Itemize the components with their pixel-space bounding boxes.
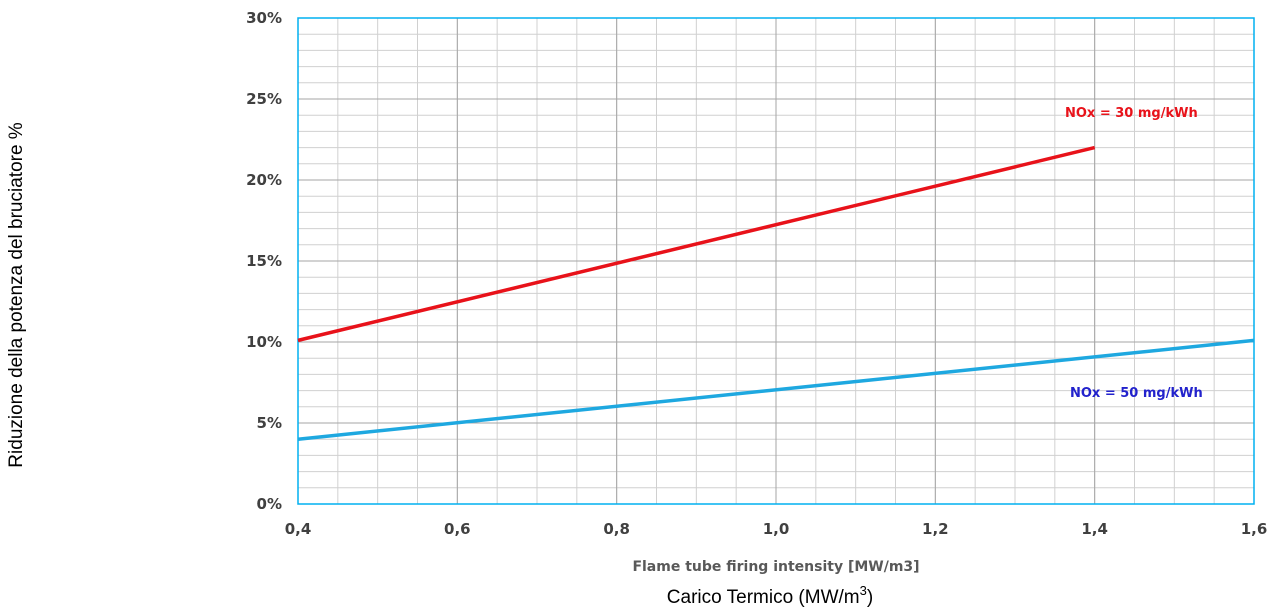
y-tick-label: 0%	[257, 495, 282, 513]
y-tick-label: 25%	[246, 90, 282, 108]
series-lines	[297, 145, 1255, 441]
series-labels: NOx = 30 mg/kWh NOx = 50 mg/kWh	[1065, 106, 1203, 401]
x-tick-label: 1,4	[1081, 520, 1108, 538]
y-tick-label: 5%	[257, 414, 282, 432]
x-tick-label: 0,6	[444, 520, 471, 538]
x-tick-label: 1,2	[922, 520, 949, 538]
series-label: NOx = 30 mg/kWh	[1065, 106, 1198, 121]
x-axis-label-secondary: Carico Termico (MW/m3)	[667, 583, 873, 608]
y-tick-label: 20%	[246, 171, 282, 189]
x-tick-label: 0,8	[603, 520, 630, 538]
grid-major	[297, 17, 1255, 505]
plot-frame	[297, 17, 1255, 505]
x-axis-label: Flame tube firing intensity [MW/m3]	[632, 559, 919, 575]
y-tick-labels: 0% 5% 10% 15% 20% 25% 30%	[246, 9, 282, 513]
y-tick-label: 15%	[246, 252, 282, 270]
series-label: NOx = 50 mg/kWh	[1070, 386, 1203, 401]
y-tick-label: 10%	[246, 333, 282, 351]
series-line	[297, 145, 1096, 343]
y-axis-label: Riduzione della potenza del bruciatore %	[6, 122, 27, 467]
x-tick-label: 1,0	[763, 520, 790, 538]
series-line	[297, 338, 1255, 441]
x-tick-label: 0,4	[285, 520, 312, 538]
y-tick-label: 30%	[246, 9, 282, 27]
x-tick-label: 1,6	[1241, 520, 1268, 538]
x-tick-labels: 0,4 0,6 0,8 1,0 1,2 1,4 1,6	[285, 520, 1268, 538]
